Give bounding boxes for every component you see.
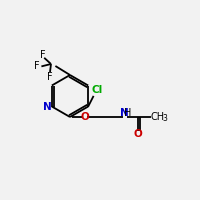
Text: N: N [120, 108, 129, 118]
Text: 3: 3 [163, 114, 167, 123]
Text: O: O [134, 129, 142, 139]
Text: CH: CH [151, 112, 165, 122]
Text: F: F [47, 72, 53, 82]
Text: H: H [124, 108, 132, 118]
Text: F: F [40, 50, 45, 60]
Text: F: F [34, 61, 40, 71]
Text: N: N [43, 102, 52, 112]
Text: Cl: Cl [92, 85, 103, 95]
Text: O: O [80, 112, 89, 122]
